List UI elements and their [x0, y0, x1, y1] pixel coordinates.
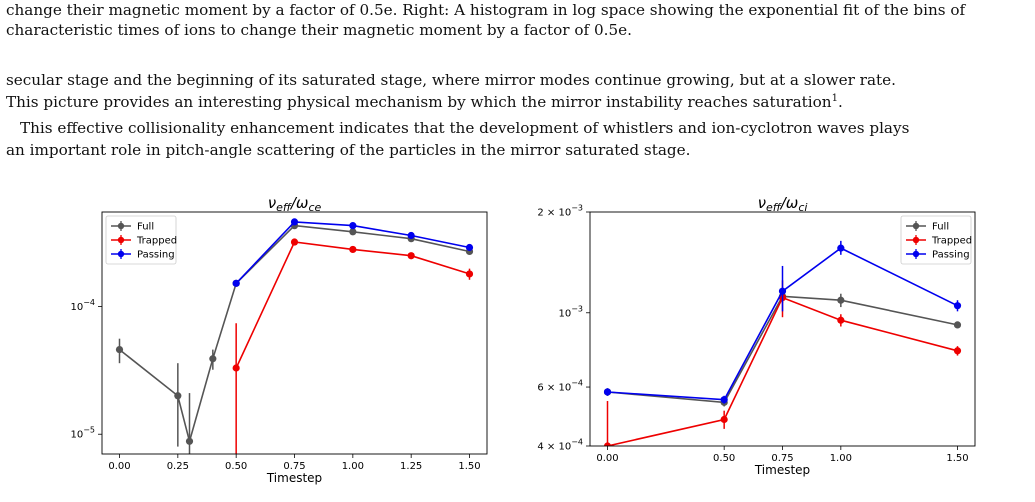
data-point	[232, 279, 240, 287]
x-axis-label: Timestep	[266, 471, 322, 485]
data-point	[603, 388, 612, 396]
y-tick-label: 10−4	[70, 298, 95, 313]
data-point	[349, 222, 357, 230]
y-tick-label: 6 × 10−4	[537, 379, 583, 394]
data-point	[720, 396, 728, 404]
plot-area	[603, 240, 962, 446]
paragraph-2-line-2: an important role in pitch-angle scatter…	[6, 141, 691, 159]
data-point	[837, 316, 845, 324]
data-point	[953, 321, 962, 329]
data-point	[465, 243, 474, 252]
data-point	[837, 296, 845, 304]
series-passing	[603, 240, 962, 404]
paragraph-2-line-1: This effective collisionality enhancemen…	[20, 119, 910, 137]
legend-marker	[912, 222, 920, 230]
chart-title: νeff/ωci	[758, 194, 808, 214]
data-point	[209, 355, 217, 363]
legend-marker	[912, 250, 920, 258]
data-point	[185, 437, 194, 445]
x-tick-label: 0.75	[771, 453, 793, 464]
data-point	[115, 345, 124, 354]
legend-box	[900, 215, 972, 265]
legend-marker	[117, 250, 125, 258]
data-point	[953, 302, 962, 310]
paragraph-1-period: .	[837, 93, 843, 112]
legend-entry-passing: Passing	[932, 250, 970, 261]
legend-box	[105, 215, 177, 265]
legend-entry-full: Full	[932, 222, 949, 233]
legend-entry-trapped: Trapped	[931, 236, 972, 247]
footnote-marker[interactable]: 1	[831, 93, 838, 104]
series-passing	[232, 218, 474, 287]
x-axis-label: Timestep	[754, 463, 810, 477]
data-point	[778, 287, 787, 295]
chart-nu-eff-omega-ci: νeff/ωci 0.00 0.50 0.75 1.00 1.50 Timestep 2 × …	[537, 194, 976, 477]
x-tick-label: 0.75	[283, 461, 305, 472]
legend-marker	[912, 236, 920, 244]
data-point	[407, 252, 415, 260]
y-tick-label: 4 × 10−4	[537, 438, 583, 453]
data-point	[953, 347, 962, 355]
data-point	[720, 415, 728, 424]
x-tick-label: 1.00	[342, 461, 364, 472]
data-point	[174, 392, 182, 400]
legend-marker	[117, 222, 125, 230]
chart-nu-eff-omega-ce: νeff/ωce 0.00 0.25 0.50 0.75 1.00 1.25 1.50 Time…	[70, 194, 488, 485]
data-point	[232, 364, 240, 372]
paragraph-1-text: This picture provides an interesting phy…	[6, 93, 832, 112]
series-line-trapped	[607, 296, 958, 446]
caption-line-1: change their magnetic moment by a factor…	[6, 1, 966, 19]
data-point	[465, 270, 474, 278]
data-point	[349, 245, 357, 254]
chart-title: νeff/ωce	[268, 194, 322, 214]
legend-entry-passing: Passing	[137, 250, 175, 261]
legend: Full Trapped Passing	[900, 215, 972, 265]
y-tick-label: 10−5	[70, 426, 95, 441]
axes-frame	[589, 211, 976, 447]
data-point	[290, 218, 299, 226]
x-tick-label: 1.50	[458, 461, 480, 472]
data-point	[349, 228, 357, 236]
legend-entry-full: Full	[137, 222, 154, 233]
x-tick-label: 0.25	[167, 461, 189, 472]
legend-entry-trapped: Trapped	[136, 236, 177, 247]
legend: Full Trapped Passing	[105, 215, 177, 265]
x-tick-label: 0.00	[596, 453, 618, 464]
series-line-trapped	[235, 241, 470, 369]
x-tick-label: 1.50	[946, 453, 968, 464]
x-tick-label: 0.50	[225, 461, 247, 472]
y-tick-label: 10−3	[558, 304, 583, 319]
paragraph-1-line-1: secular stage and the beginning of its s…	[6, 71, 896, 89]
plot-area	[115, 218, 474, 454]
x-tick-label: 1.25	[400, 461, 422, 472]
legend-marker	[117, 236, 125, 244]
data-point	[603, 442, 612, 446]
caption-line-2: characteristic times of ions to change t…	[6, 21, 632, 39]
data-point	[407, 231, 415, 240]
paragraph-1-line-2: This picture provides an interesting phy…	[6, 93, 843, 111]
axes-frame	[101, 211, 488, 455]
series-trapped	[232, 238, 474, 454]
data-point	[837, 244, 845, 252]
x-tick-label: 0.00	[108, 461, 130, 472]
data-point	[290, 238, 299, 246]
x-tick-label: 0.50	[713, 453, 735, 464]
y-tick-label: 2 × 10−3	[537, 204, 583, 219]
x-tick-label: 1.00	[830, 453, 852, 464]
